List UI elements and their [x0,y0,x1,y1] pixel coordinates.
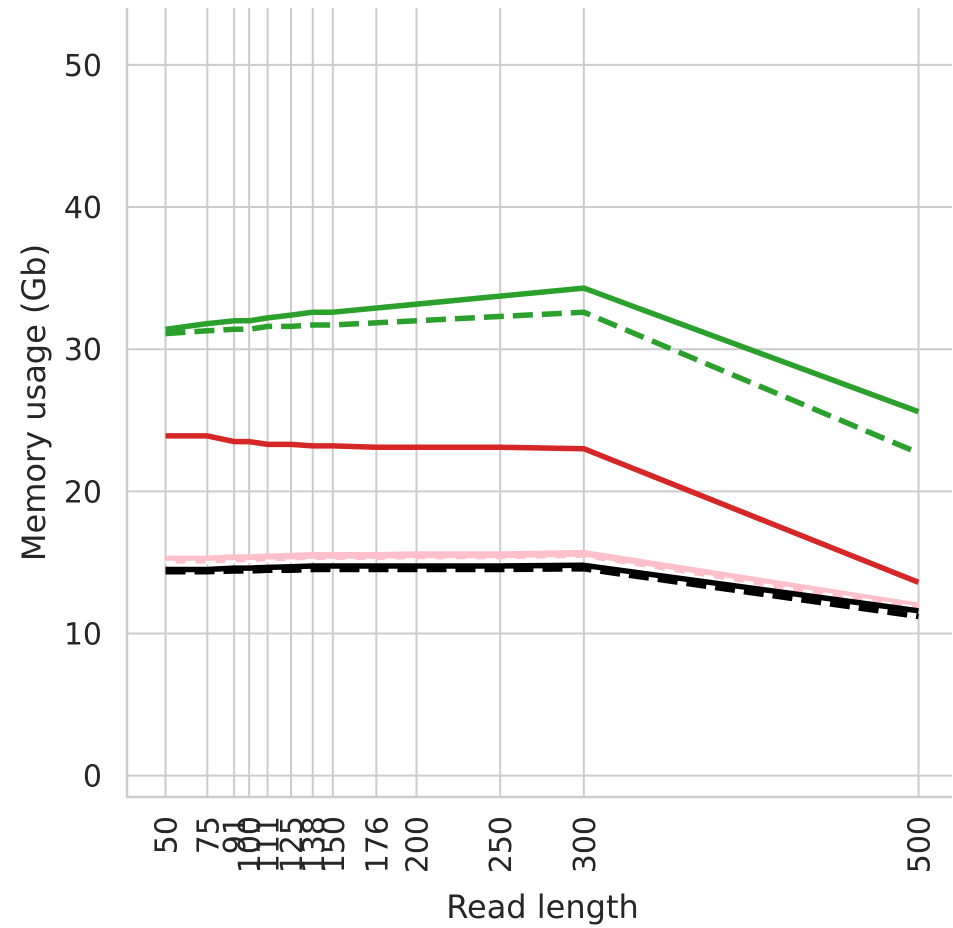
y-tick-label: 20 [64,475,102,510]
series-line-3 [165,433,920,585]
x-tick-label: 250 [484,816,519,873]
y-tick-label: 50 [64,49,102,84]
x-axis-label: Read length [446,888,639,926]
series-line-7 [165,566,919,620]
y-tick-label: 40 [64,191,102,226]
x-tick-label: 150 [317,816,352,873]
x-tick-label: 91 [218,816,253,854]
x-gridlines [164,8,920,797]
y-tick-labels: 0 10 20 30 40 50 [64,49,102,795]
x-tick-label: 176 [360,816,395,873]
series-line-1 [165,285,920,415]
x-tick-label: 300 [568,816,603,873]
series-line-2 [165,309,920,456]
x-tick-label: 50 [149,816,184,854]
axis-spines [125,8,952,799]
y-axis-label: Memory usage (Gb) [15,244,53,561]
series-lines [165,285,920,620]
y-tick-label: 10 [64,618,102,653]
series-line-5 [165,556,919,610]
series-line-6 [165,562,919,614]
x-tick-label: 100 [233,816,268,873]
x-tick-label: 200 [401,816,436,873]
y-gridlines [127,63,952,777]
x-tick-label: 500 [903,816,938,873]
series-line-4 [165,549,920,611]
x-tick-label: 75 [191,816,226,854]
y-tick-label: 0 [83,760,102,795]
x-tick-label: 111 [252,816,287,873]
y-tick-label: 30 [64,333,102,368]
x-tick-label: 138 [297,816,332,873]
x-tick-label: 125 [275,816,310,873]
